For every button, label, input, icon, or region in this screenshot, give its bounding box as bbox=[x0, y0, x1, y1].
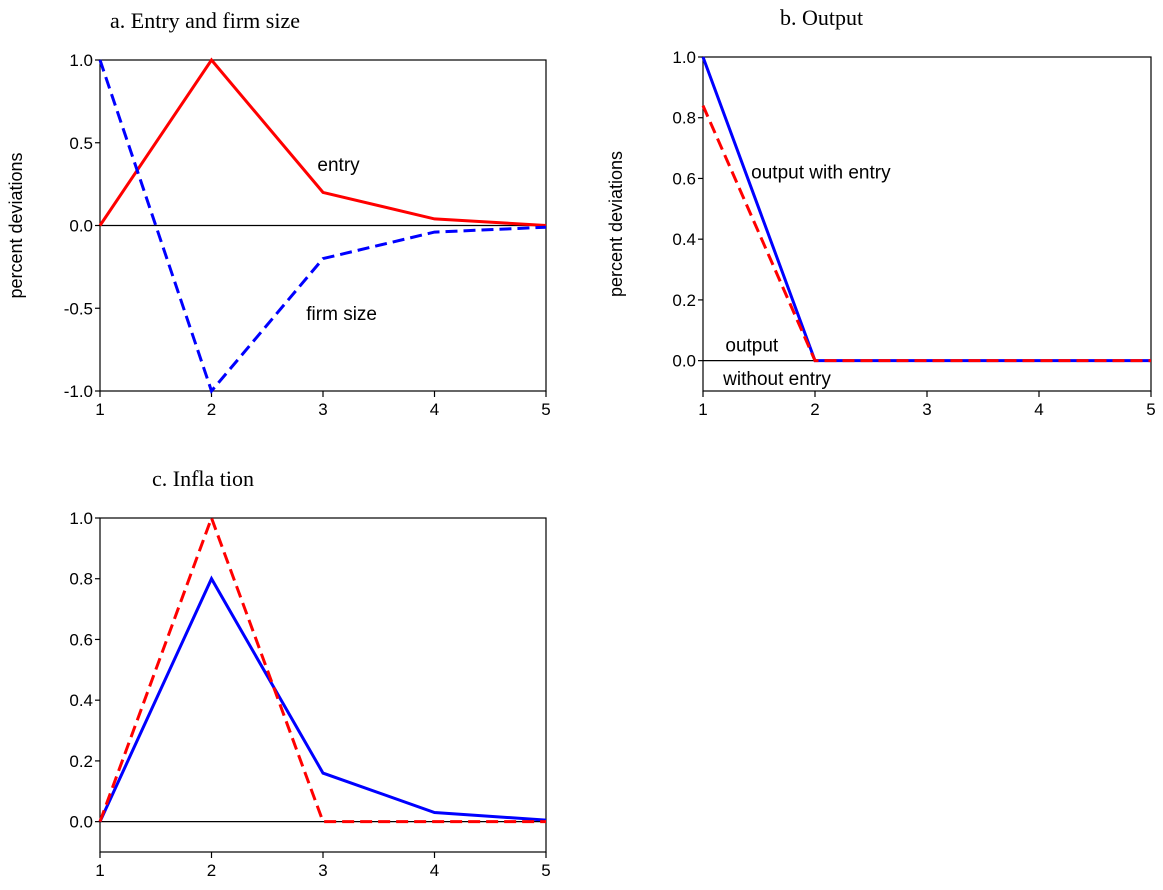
chart-panel-3: c. Infla tion 0.0 0.2 0.4 0.6 0.8 1.0 1 2 3 4 5 bbox=[69, 466, 550, 880]
series-line-2 bbox=[98, 513, 546, 824]
series-line-entry bbox=[98, 57, 547, 227]
x-tick-label: 1 bbox=[95, 400, 104, 419]
y-tick-label: 0.6 bbox=[69, 630, 93, 649]
x-tick-label: 2 bbox=[207, 400, 216, 419]
series-line-output-with-entry bbox=[701, 56, 1151, 363]
x-tick-label: 1 bbox=[95, 861, 104, 880]
annotation-label: output with entry bbox=[751, 162, 891, 183]
chart-panel-1: a. Entry and firm size percent deviations… bbox=[6, 8, 551, 419]
y-tick-label: 0.8 bbox=[69, 570, 93, 589]
series-line-firm-size bbox=[98, 59, 547, 395]
annotation-label: firm size bbox=[306, 304, 377, 325]
y-tick-label: 0.6 bbox=[672, 169, 696, 188]
x-tick-label: 2 bbox=[810, 400, 819, 419]
y-axis-label: percent deviations bbox=[606, 151, 626, 297]
x-tick-label: 4 bbox=[430, 861, 439, 880]
y-tick-label: 0.4 bbox=[69, 691, 93, 710]
x-tick-label: 2 bbox=[207, 861, 216, 880]
y-tick-label: 0.2 bbox=[69, 752, 93, 771]
y-tick-label: 1.0 bbox=[69, 509, 93, 528]
annotation-label: without entry bbox=[722, 369, 831, 390]
y-axis-label: percent deviations bbox=[6, 152, 26, 298]
x-tick-label: 3 bbox=[318, 400, 327, 419]
chart-title: c. Infla tion bbox=[152, 466, 254, 491]
series-line-output-without-entry bbox=[701, 104, 1151, 363]
x-tick-label: 4 bbox=[1034, 400, 1043, 419]
y-tick-label: 0.0 bbox=[69, 813, 93, 832]
y-tick-label: 1.0 bbox=[672, 48, 696, 67]
x-tick-label: 5 bbox=[1146, 400, 1155, 419]
y-tick-label: 0.0 bbox=[672, 352, 696, 371]
plot-frame bbox=[99, 517, 547, 853]
chart-panel-2: b. Output percent deviations 0.0 0.2 0.4 0.6 0… bbox=[606, 5, 1156, 419]
y-tick-label: 0.4 bbox=[672, 230, 696, 249]
y-tick-label: -1.0 bbox=[64, 382, 93, 401]
x-tick-label: 4 bbox=[430, 400, 439, 419]
x-tick-label: 5 bbox=[541, 861, 550, 880]
x-tick-label: 3 bbox=[318, 861, 327, 880]
chart-title: a. Entry and firm size bbox=[110, 8, 300, 33]
y-tick-label: 1.0 bbox=[69, 51, 93, 70]
chart-title: b. Output bbox=[780, 5, 863, 30]
x-tick-label: 1 bbox=[698, 400, 707, 419]
annotation-label: entry bbox=[317, 155, 360, 176]
series-line-1 bbox=[98, 575, 547, 823]
y-tick-label: 0.2 bbox=[672, 291, 696, 310]
x-tick-label: 5 bbox=[541, 400, 550, 419]
y-tick-label: -0.5 bbox=[64, 299, 93, 318]
x-tick-label: 3 bbox=[922, 400, 931, 419]
annotation-label: output bbox=[725, 336, 779, 357]
y-tick-label: 0.5 bbox=[69, 134, 93, 153]
y-tick-label: 0.0 bbox=[69, 217, 93, 236]
y-tick-label: 0.8 bbox=[672, 109, 696, 128]
